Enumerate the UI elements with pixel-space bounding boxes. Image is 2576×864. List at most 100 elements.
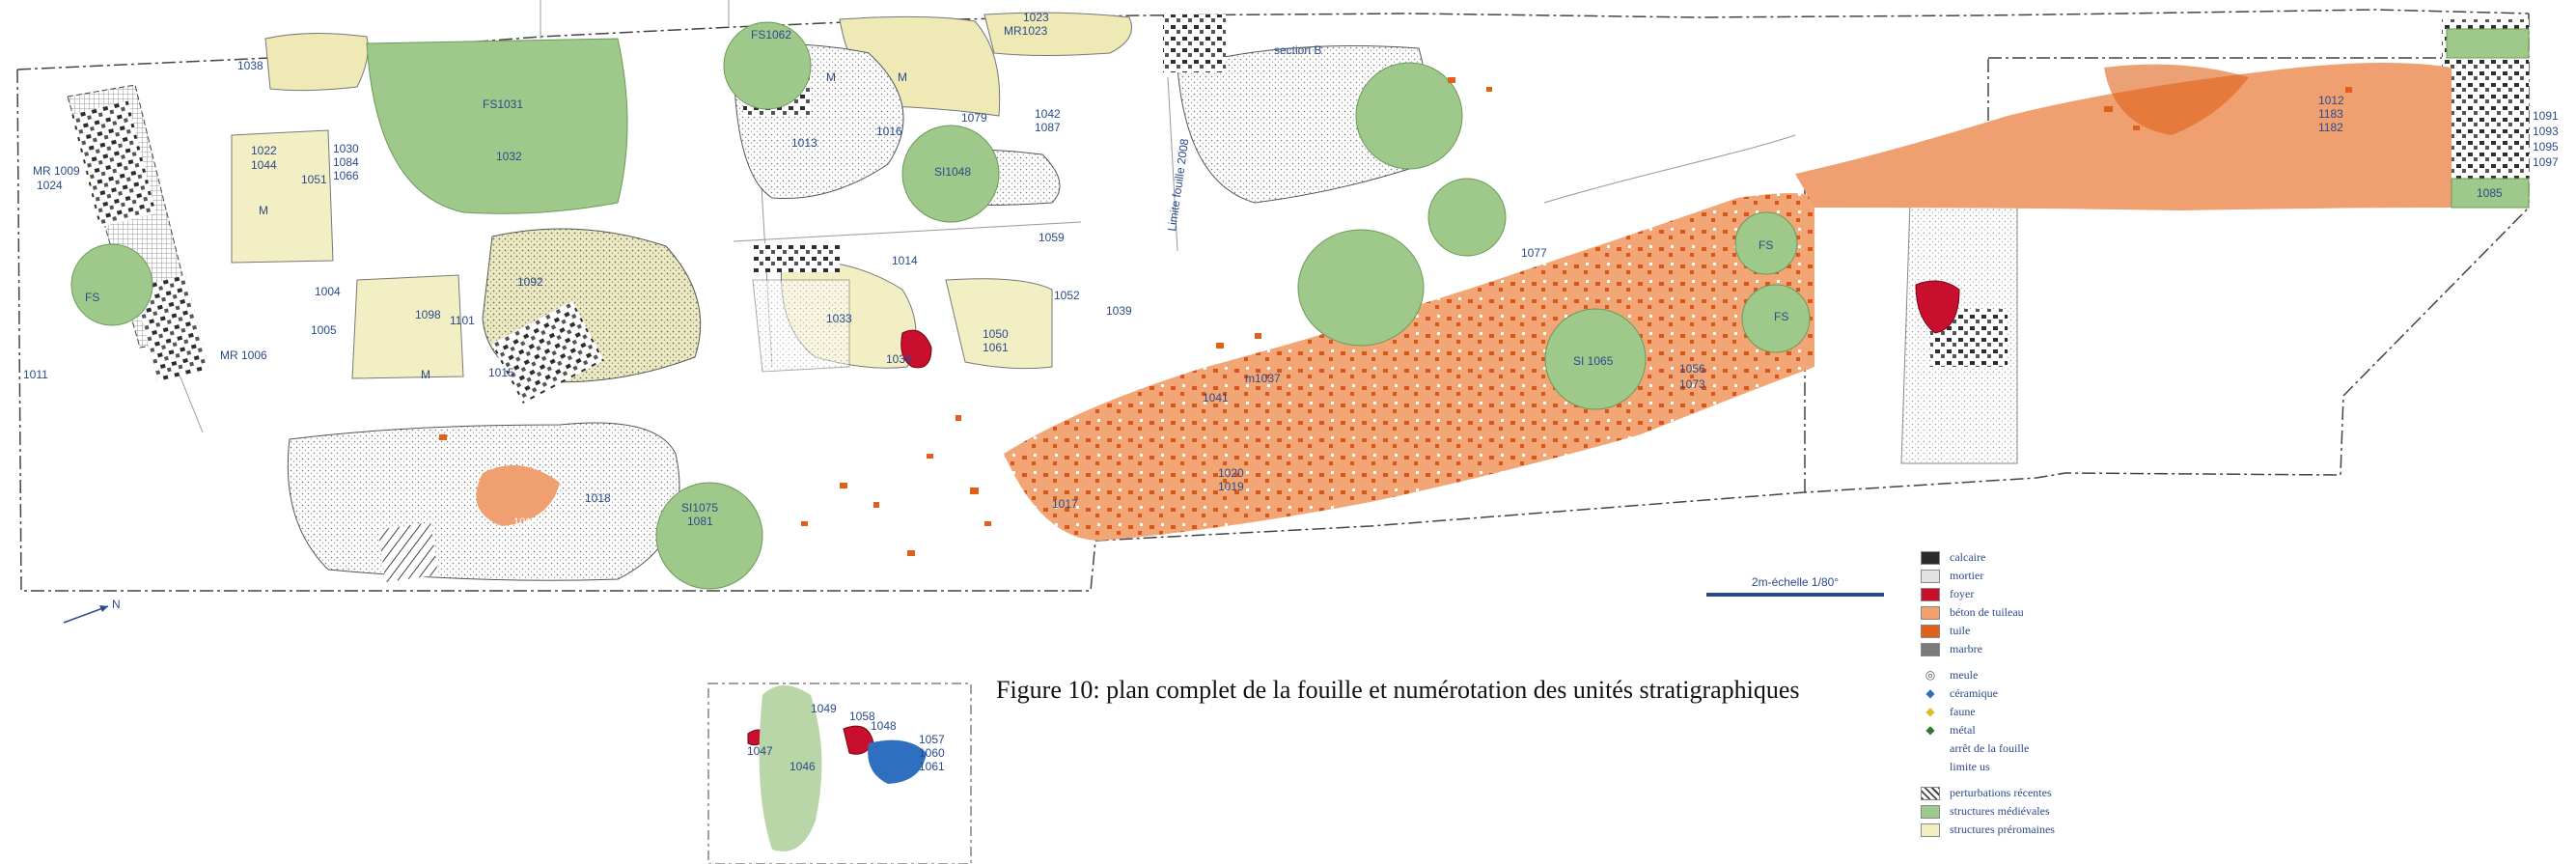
- unit-label: 1022: [251, 144, 277, 157]
- unit-label: 1016: [876, 125, 902, 138]
- unit-label: 1047: [747, 744, 773, 758]
- unit-label: 1024: [37, 179, 63, 192]
- legend-label: calcaire: [1950, 550, 1986, 564]
- unit-label: 1093: [2533, 125, 2559, 138]
- unit-label: 1042: [1035, 107, 1061, 121]
- unit-label: 1011: [23, 368, 48, 381]
- legend-structures: perturbations récentes structures médiéva…: [1921, 784, 2114, 839]
- unit-label: 1018: [585, 491, 611, 505]
- legend-label: foyer: [1950, 587, 1975, 600]
- unit-label: FS: [1774, 310, 1788, 323]
- north-label: N: [112, 598, 121, 611]
- unit-label: 1095: [2533, 140, 2559, 153]
- unit-label: 1034: [886, 352, 912, 366]
- unit-label: 1098: [415, 308, 441, 321]
- unit-label: 1058: [849, 710, 875, 723]
- medieval-structures: [366, 21, 2530, 590]
- legend-materials: calcaire mortier foyer béton de tuileau tuil…: [1921, 548, 2114, 658]
- unit-label: 1033: [826, 312, 852, 325]
- unit-label: 1046: [789, 760, 816, 773]
- legend-swatch: [1921, 605, 1940, 620]
- legend-swatch: [1921, 804, 1940, 819]
- unit-label: m1037: [1245, 372, 1281, 385]
- legend-swatch: [1921, 550, 1940, 565]
- legend-label: béton de tuileau: [1950, 605, 2024, 619]
- unit-label: 1052: [1054, 289, 1080, 302]
- legend-label: limite us: [1950, 760, 1990, 773]
- legend-label: tuile: [1950, 624, 1971, 637]
- legend-item-materials: tuile: [1921, 622, 2114, 640]
- unit-label: FS1062: [751, 28, 791, 42]
- figure-caption: Figure 10: plan complet de la fouille et…: [996, 676, 1800, 704]
- unit-label: 1060: [919, 746, 945, 760]
- unit-label: 1092: [517, 275, 543, 289]
- unit-label: 1038: [237, 59, 263, 72]
- unit-label: SI1075: [681, 501, 718, 515]
- legend-item-materials: mortier: [1921, 567, 2114, 585]
- unit-label: 1044: [251, 158, 277, 172]
- legend-item-structures: structures préromaines: [1921, 821, 2114, 839]
- legend-item-symbols: ◆ métal: [1921, 721, 2114, 739]
- unit-label: 1087: [1035, 121, 1061, 134]
- unit-label: 1012: [2318, 94, 2344, 107]
- unit-label: 1020: [1218, 466, 1244, 480]
- legend-symbol-icon: ◎: [1925, 668, 1936, 682]
- unit-label: 1182: [2318, 121, 2343, 134]
- unit-label: 1059: [1039, 231, 1065, 244]
- excavation-limit-label: Limite fouille 2008: [1165, 137, 1191, 232]
- unit-label: 1039: [1106, 304, 1132, 318]
- unit-label: MR 1009: [33, 164, 80, 178]
- legend-label: structures préromaines: [1950, 822, 2055, 836]
- unit-label: FS1031: [483, 98, 523, 111]
- north-arrow: N: [63, 598, 121, 624]
- tile-fragments: [439, 77, 2352, 556]
- legend-label: métal: [1950, 723, 1976, 737]
- legend-item-symbols: limite us: [1921, 758, 2114, 776]
- tile-concrete-floor: [476, 63, 2451, 541]
- unit-label: 1014: [892, 254, 918, 267]
- unit-label: 1057: [919, 733, 945, 746]
- legend-item-structures: structures médiévales: [1921, 802, 2114, 821]
- legend-item-materials: marbre: [1921, 640, 2114, 658]
- map-legend: calcaire mortier foyer béton de tuileau tuil…: [1921, 548, 2114, 839]
- unit-label: section B: [1274, 43, 1321, 57]
- legend-label: mortier: [1950, 569, 1984, 582]
- legend-item-structures: perturbations récentes: [1921, 784, 2114, 802]
- unit-label: 1081: [687, 515, 713, 528]
- unit-label: 1015: [488, 366, 514, 379]
- wall-mr1009: [67, 84, 209, 382]
- unit-label: SI1048: [934, 165, 971, 179]
- legend-symbols: ◎ meule ◆ céramique ◆ faune ◆ métal arrêt de la …: [1921, 666, 2114, 776]
- unit-label: 1017: [1052, 497, 1078, 511]
- unit-label: 1097: [2533, 155, 2559, 169]
- unit-label: FS: [1759, 238, 1773, 252]
- legend-swatch: [1921, 569, 1940, 583]
- scale-label: 2m-échelle 1/80°: [1751, 575, 1840, 589]
- unit-label: MR 1006: [220, 348, 267, 362]
- unit-label: 1004: [315, 285, 341, 298]
- unit-label: 1013: [791, 136, 817, 150]
- unit-label: 1048: [871, 719, 897, 733]
- legend-item-materials: calcaire: [1921, 548, 2114, 567]
- unit-label: M: [898, 70, 907, 84]
- unit-label: 1079: [961, 111, 987, 125]
- inset-area: [707, 683, 972, 864]
- unit-label: 1084: [333, 155, 359, 169]
- legend-item-symbols: ◎ meule: [1921, 666, 2114, 684]
- unit-label: 1061: [983, 341, 1009, 354]
- unit-label: 1005: [311, 323, 337, 337]
- unit-label: 1077: [1521, 246, 1547, 260]
- unit-label: 1183: [2318, 107, 2343, 121]
- legend-symbol-icon: ◆: [1925, 705, 1935, 718]
- legend-label: arrêt de la fouille: [1950, 741, 2030, 755]
- legend-item-symbols: ◆ faune: [1921, 703, 2114, 721]
- unit-label: MR1023: [1004, 24, 1048, 38]
- legend-swatch: [1921, 587, 1940, 601]
- unit-label: 1091: [2533, 109, 2559, 123]
- unit-label: 1061: [919, 760, 945, 773]
- unit-label: 1066: [333, 169, 359, 182]
- legend-item-symbols: arrêt de la fouille: [1921, 739, 2114, 758]
- unit-label: FS: [85, 291, 99, 304]
- unit-label: M: [826, 70, 836, 84]
